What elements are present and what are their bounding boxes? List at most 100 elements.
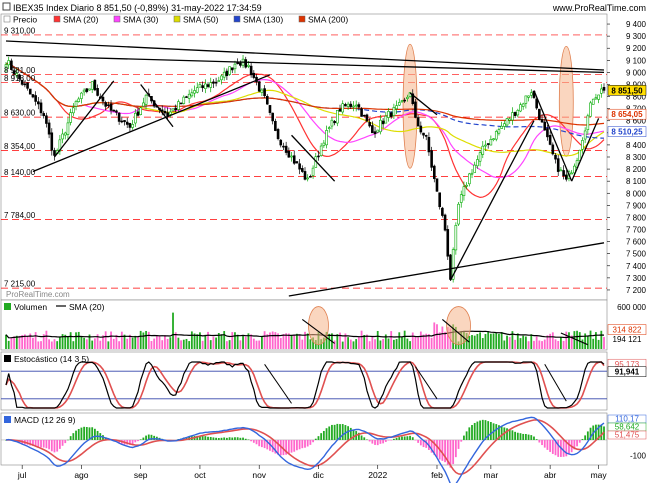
candle-body [144,94,148,105]
window-icon[interactable] [2,2,11,11]
y-tick-label: 8 300 [626,153,647,162]
trend-line[interactable] [5,54,605,74]
y-tick-label: 7 900 [626,201,647,210]
volume-bar [110,331,112,349]
macd-hist-bar [309,439,312,445]
macd-swatch [4,416,11,423]
macd-hist-bar [533,436,535,440]
stochastic-panel[interactable] [0,351,608,411]
macd-hist-bar [242,437,244,440]
macd-hist-bar [217,438,220,440]
candle-body [128,123,132,128]
volume-bar [244,336,247,349]
stoch-trend-line[interactable] [264,364,292,404]
volume-panel[interactable] [0,299,608,351]
volume-bar [484,334,487,349]
candle-body [470,172,474,175]
volume-bar [34,332,37,349]
legend-label: SMA (130) [243,15,283,25]
macd-line [5,416,605,483]
volume-bar [522,335,525,349]
macd-hist-bar [250,439,253,442]
macd-hist-bar [96,430,99,440]
candle-body [338,108,342,112]
macd-hist-bar [261,439,263,448]
volume-bar [560,337,562,349]
volume-bar [592,338,595,349]
volume-bar [50,341,53,349]
level-label: 9 310,00 [4,26,36,35]
trend-line[interactable] [53,80,115,158]
macd-hist-bar [293,439,296,452]
candle-body [26,82,29,89]
macd-hist-bar [387,439,390,441]
candle-body [249,65,253,76]
volume-bar [600,330,603,349]
stoch-trend-line[interactable] [415,366,438,400]
macd-hist-bar [145,435,147,440]
macd-hist-bar [274,439,277,454]
macd-hist-bar [40,439,42,448]
volume-bar [287,333,290,349]
candle-body [169,111,172,115]
macd-hist-bar [53,439,56,453]
volume-bar [279,337,282,349]
y-tick-label: 7 800 [626,213,647,222]
x-tick-label: ago [74,470,88,480]
trend-line[interactable] [533,90,573,182]
volume-bar [61,334,64,349]
volume-trend-line[interactable] [442,318,470,343]
macd-hist-bar [285,439,288,455]
volume-bar [207,331,209,349]
volume-bar [401,337,403,349]
candle-body [519,104,522,112]
volume-bar [298,335,301,349]
candle-body [503,123,506,127]
legend-bg [61,15,109,24]
stoch-trend-line[interactable] [544,364,567,402]
volume-bar [169,337,172,349]
candle-body [18,74,21,80]
trend-line[interactable] [291,134,336,182]
trend-line[interactable] [32,74,271,173]
macd-hist-bar [277,439,279,455]
volume-bar [274,332,277,349]
volume-bar [511,331,514,349]
volume-trend-line[interactable] [301,318,335,344]
macd-hist-bar [77,428,80,440]
volume-bar [131,337,134,349]
candle-body [301,168,304,172]
x-tick-label: jul [17,470,27,480]
candle-body [107,104,110,107]
macd-tick: -100 [630,451,647,460]
macd-hist-bar [201,436,204,440]
chart-title: IBEX35 Index Diario 8 851,50 (-0,89%) 31… [13,3,262,13]
volume-bar [217,333,220,349]
macd-hist-bar [325,428,328,440]
price-tag-label: 8 510,25 [611,128,643,137]
macd-hist-bar [382,439,385,444]
trend-line[interactable] [140,84,174,128]
macd-hist-bar [457,439,460,449]
volume-bar [304,331,306,349]
trend-line[interactable] [409,92,438,116]
macd-panel[interactable] [0,412,608,466]
macd-hist-bar [463,435,465,440]
candle-body [521,103,525,107]
macd-hist-bar [215,437,218,440]
macd-hist-bar [333,424,336,440]
candle-body [505,118,509,126]
macd-hist-bar [430,439,433,453]
trend-line[interactable] [5,40,605,71]
price-panel[interactable] [0,13,608,301]
trend-line[interactable] [571,118,600,182]
volume-bar [91,340,94,349]
candle-body [427,137,431,153]
macd-hist-bar [282,439,285,456]
volume-trend-line[interactable] [560,332,589,346]
trend-line[interactable] [449,120,535,281]
macd-hist-bar [341,424,344,440]
trend-line[interactable] [288,242,605,297]
candle-body [454,225,458,251]
